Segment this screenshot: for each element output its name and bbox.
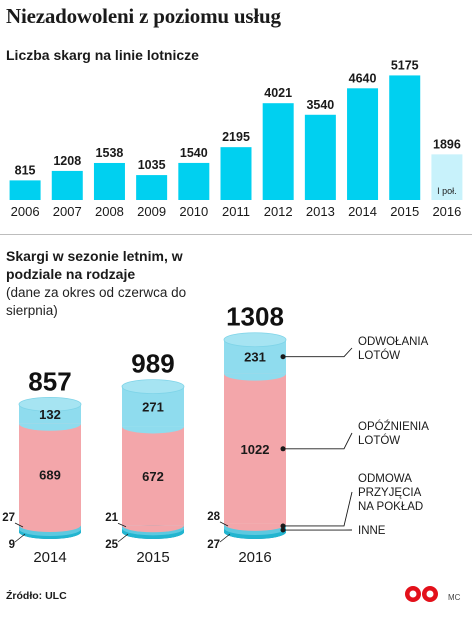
bar-value-label: 1540 — [180, 146, 208, 160]
segment-value-label: 132 — [39, 407, 61, 422]
section-divider — [0, 234, 472, 235]
label-leader — [14, 522, 24, 528]
bar-value-label: 1896 — [433, 137, 461, 151]
label-leader — [219, 521, 229, 527]
segment-rim-3-2014 — [19, 423, 81, 431]
segment-value-label: 271 — [142, 400, 164, 415]
x-tick-label: 2010 — [179, 204, 208, 219]
bar-value-label: 5175 — [391, 58, 419, 72]
x-tick-label: 2015 — [390, 204, 419, 219]
total-value-label: 1308 — [226, 302, 284, 332]
x-tick-label: 2016 — [238, 549, 271, 566]
x-tick-label: 2014 — [348, 204, 377, 219]
publisher-logo-icon — [405, 586, 438, 602]
x-tick-label: 2012 — [264, 204, 293, 219]
bar-2012 — [262, 103, 294, 200]
x-tick-label: 2008 — [95, 204, 124, 219]
bar-2009 — [136, 175, 168, 200]
x-tick-label: 2016 — [432, 204, 461, 219]
segment-value-label: 21 — [105, 512, 118, 524]
segment-value-label: 28 — [207, 511, 220, 523]
segment-2-2014 — [19, 423, 81, 526]
legend-label: INNE — [358, 525, 386, 537]
cylinder-top-2016 — [223, 332, 287, 348]
segment-value-label: 25 — [105, 539, 118, 551]
segment-rim-3-2015 — [122, 426, 184, 434]
segment-value-label: 672 — [142, 469, 164, 484]
x-tick-label: 2009 — [137, 204, 166, 219]
legend-leader-line — [283, 347, 353, 358]
segment-rim-3-2016 — [224, 373, 286, 381]
bar-2015 — [389, 75, 421, 200]
segment-rim-2-2015 — [122, 525, 184, 533]
segment-value-label: 1022 — [241, 442, 270, 457]
label-leader — [14, 533, 26, 543]
legend-label: LOTÓW — [358, 434, 400, 447]
segment-value-label: 27 — [2, 512, 15, 524]
segment-value-label: 27 — [207, 539, 220, 551]
legend-label: ODWOŁANIA — [358, 336, 429, 348]
x-tick-label: 2006 — [11, 204, 40, 219]
bar-2007 — [51, 170, 83, 200]
bar-value-label: 2195 — [222, 130, 250, 144]
x-tick-label: 2013 — [306, 204, 335, 219]
segment-value-label: 689 — [39, 467, 61, 482]
bar-value-label: 3540 — [306, 98, 334, 112]
x-tick-label: 2011 — [222, 204, 250, 219]
bar-value-label: 4640 — [349, 71, 377, 85]
legend-label: NA POKŁAD — [358, 501, 423, 513]
segment-value-label: 231 — [244, 350, 266, 365]
segment-rim-2-2016 — [224, 523, 286, 531]
x-tick-label: 2007 — [53, 204, 82, 219]
bar-2011 — [220, 147, 252, 200]
bar-value-label: 1208 — [53, 154, 81, 168]
bar-chart-title: Liczba skarg na linie lotnicze — [6, 47, 199, 63]
bar-2014 — [347, 88, 379, 200]
x-tick-label: 2015 — [136, 549, 169, 566]
cylinder-chart-subtitle: (dane za okres od czerwca do sierpnia) — [6, 285, 187, 318]
cylinder-top-2014 — [18, 396, 82, 412]
legend-label: LOTÓW — [358, 349, 400, 362]
source-note: Źródło: ULC — [6, 590, 67, 602]
bar-2016 — [431, 154, 463, 200]
cylinder-top-2015 — [121, 379, 185, 395]
bar-value-label: 4021 — [264, 86, 292, 100]
segment-value-label: 9 — [9, 539, 15, 551]
brand-label: MC — [448, 593, 461, 602]
segment-rim-2-2014 — [19, 525, 81, 533]
label-leader — [219, 533, 231, 543]
legend-leader-line — [283, 432, 353, 450]
bar-2008 — [93, 162, 125, 200]
legend-leader-line — [283, 491, 353, 527]
bar-value-label: 1538 — [96, 146, 124, 160]
total-value-label: 857 — [28, 366, 71, 396]
total-value-label: 989 — [131, 349, 174, 379]
x-tick-label: 2014 — [33, 549, 66, 566]
cylinder-chart-title: Skargi w sezonie letnim, w podziale na r… — [6, 248, 183, 282]
legend-label: OPÓŹNIENIA — [358, 420, 429, 433]
bar-2006 — [9, 180, 41, 200]
label-leader — [117, 522, 127, 528]
segment-2-2016 — [224, 373, 286, 524]
bar-2010 — [178, 162, 210, 200]
annual-complaints-bar-chart: 815 2006 1208 2007 1538 2008 1035 2009 1540 2010 2… — [9, 58, 463, 219]
legend-label: PRZYJĘCIA — [358, 487, 422, 499]
infographic-title: Niezadowoleni z poziomu usług — [6, 4, 281, 28]
segment-2-2015 — [122, 426, 184, 526]
bar-2013 — [304, 114, 336, 200]
bar-value-label: 815 — [15, 163, 36, 177]
bar-value-label: 1035 — [138, 158, 166, 172]
label-leader — [117, 533, 129, 543]
legend-label: ODMOWA — [358, 473, 412, 485]
half-year-annotation: I poł. — [437, 186, 457, 196]
